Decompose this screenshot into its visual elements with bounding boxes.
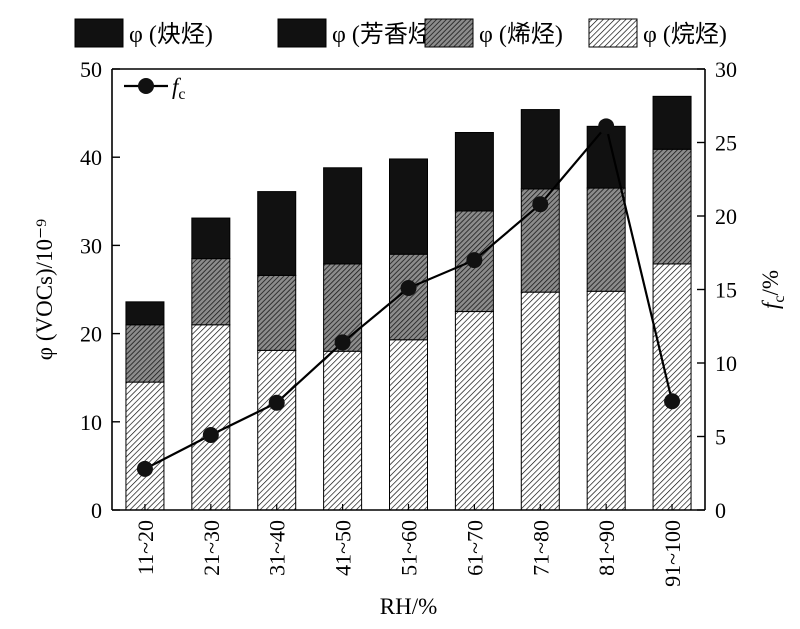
legend: φ (炔烃) φ (芳香烃) φ (烯烃) φ (烷烃) — [74, 18, 727, 48]
fc-point — [202, 427, 219, 444]
bar-segment-series-1 — [389, 253, 428, 341]
legend-item-0: φ (炔烃) — [74, 18, 213, 48]
legend-swatch — [588, 18, 638, 48]
y2-tick-label: 20 — [715, 204, 737, 229]
bar-segment-series-0 — [257, 349, 297, 511]
y2-tick-label: 25 — [715, 131, 737, 156]
y2-tick-label: 10 — [715, 351, 737, 376]
y-tick-label: 50 — [80, 57, 102, 82]
y2-tick-label: 15 — [715, 278, 737, 303]
line-legend-label-sub: c — [178, 86, 185, 103]
x-tick-label: 11~20 — [133, 520, 158, 575]
bar-segment-series-1 — [125, 324, 165, 383]
bar-segment-series-1 — [520, 188, 560, 293]
bar-segment-series-1 — [652, 148, 692, 265]
bar-segment-series-3 — [323, 167, 363, 265]
x-tick-label: 41~50 — [331, 520, 356, 576]
fc-line-layer — [136, 118, 681, 477]
bar-segment-series-0 — [191, 324, 231, 511]
x-tick-label: 81~90 — [594, 520, 619, 576]
bar-stack-61~70 — [454, 132, 494, 511]
bar-segment-series-0 — [454, 311, 494, 511]
bars — [125, 95, 692, 511]
bar-stack-11~20 — [125, 301, 165, 511]
bar-segment-series-0 — [323, 350, 363, 511]
y2-tick-label: 5 — [715, 425, 726, 450]
y-tick-label: 30 — [80, 233, 102, 258]
bar-stack-51~60 — [389, 158, 428, 511]
bar-stack-91~100 — [652, 95, 692, 511]
x-tick-label: 51~60 — [397, 520, 422, 576]
fc-point — [466, 252, 483, 269]
fc-point — [598, 118, 615, 135]
legend-swatch — [74, 18, 124, 48]
y2-tick-label: 30 — [715, 57, 737, 82]
bar-segment-series-3 — [125, 301, 165, 326]
fc-point — [532, 196, 549, 213]
y2-axis-title-sub: c — [771, 296, 788, 303]
legend-item-2: φ (烯烃) — [424, 18, 563, 48]
y2-axis-title: fc/% — [758, 270, 788, 309]
bar-segment-series-0 — [125, 381, 165, 511]
bar-segment-series-0 — [389, 339, 428, 511]
bar-segment-series-1 — [586, 187, 626, 292]
x-tick-label: 61~70 — [462, 520, 487, 576]
legend-item-3: φ (烷烃) — [588, 18, 727, 48]
fc-point — [664, 393, 681, 410]
legend-label: φ (烷烃) — [643, 21, 727, 48]
bar-stack-21~30 — [191, 217, 231, 511]
legend-item-1: φ (芳香烃) — [277, 18, 440, 48]
fc-point — [268, 394, 285, 411]
x-tick-label: 91~100 — [660, 520, 685, 587]
bar-segment-series-0 — [652, 263, 692, 511]
bar-segment-series-3 — [652, 95, 692, 150]
legend-swatch — [277, 18, 327, 48]
bar-segment-series-3 — [520, 109, 560, 190]
y2-axis-title-main: f — [758, 299, 783, 309]
bar-stack-81~90 — [586, 125, 626, 511]
y2-tick-label: 0 — [715, 498, 726, 523]
line-legend: fc — [124, 74, 186, 103]
bar-segment-series-1 — [191, 258, 231, 326]
legend-label: φ (芳香烃) — [332, 21, 440, 48]
x-tick-label: 21~30 — [199, 520, 224, 576]
bar-segment-series-3 — [257, 191, 297, 276]
y-axis-title: φ (VOCs)/10⁻⁹ — [32, 219, 57, 360]
line-legend-label: fc — [172, 74, 186, 103]
fc-point — [400, 280, 417, 297]
bar-segment-series-1 — [257, 274, 297, 351]
bar-segment-series-3 — [454, 132, 494, 212]
bar-segment-series-3 — [389, 158, 428, 255]
x-tick-label: 31~40 — [265, 520, 290, 576]
fc-point — [334, 334, 351, 351]
y-tick-label: 0 — [91, 498, 102, 523]
x-axis-title: RH/% — [380, 594, 438, 619]
bar-segment-series-3 — [191, 217, 231, 260]
y-tick-label: 10 — [80, 410, 102, 435]
y-tick-label: 20 — [80, 322, 102, 347]
line-legend-marker — [138, 78, 154, 94]
y2-axis-title-suffix: /% — [758, 270, 783, 296]
axes: 0 10 20 30 40 50 0 5 10 15 20 25 30 11~20 21~30 31~40 41… — [32, 57, 788, 619]
bar-stack-71~80 — [520, 109, 560, 511]
bar-segment-series-0 — [586, 290, 626, 511]
legend-label: φ (炔烃) — [129, 21, 213, 48]
bar-stack-41~50 — [323, 167, 363, 511]
x-tick-label: 71~80 — [528, 520, 553, 576]
fc-point — [136, 460, 153, 477]
line-legend-label-main: f — [172, 74, 182, 99]
legend-label: φ (烯烃) — [479, 21, 563, 48]
bar-stack-31~40 — [257, 191, 297, 511]
bar-segment-series-0 — [520, 291, 560, 511]
y-tick-label: 40 — [80, 145, 102, 170]
legend-swatch — [424, 18, 474, 48]
